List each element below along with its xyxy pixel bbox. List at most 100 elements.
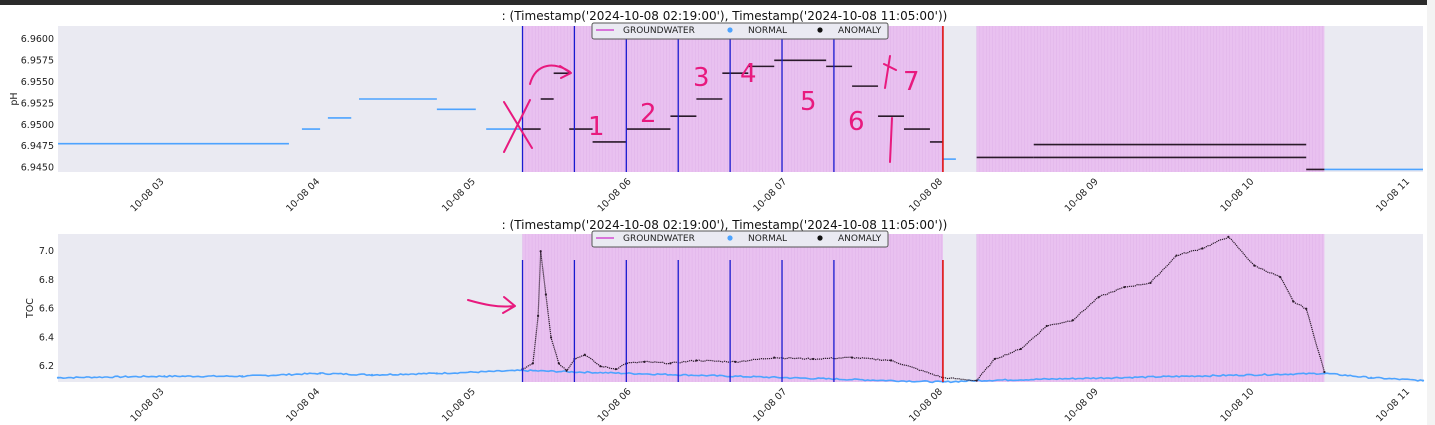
- normal-point: [319, 372, 322, 375]
- y-tick-label: 6.2: [39, 361, 54, 372]
- ph-legend-normal: NORMAL: [748, 26, 787, 36]
- annotation-divider-marks: [883, 55, 897, 163]
- y-tick-label: 6.4: [39, 332, 54, 343]
- anomaly-point: [1149, 281, 1152, 284]
- y-tick-label: 6.8: [39, 275, 54, 286]
- ph-legend-normal-swatch: [727, 27, 733, 33]
- x-tick-label: 10-08 04: [284, 386, 322, 424]
- ph-chart-title: : (Timestamp('2024-10-08 02:19:00'), Tim…: [502, 9, 948, 23]
- y-tick-label: 6.6: [39, 304, 54, 315]
- toc-chart-title: : (Timestamp('2024-10-08 02:19:00'), Tim…: [502, 218, 948, 232]
- normal-point: [435, 372, 438, 375]
- x-tick-label: 10-08 09: [1063, 176, 1101, 214]
- anomaly-point: [643, 360, 646, 363]
- toc-y-ticks: 6.2 6.4 6.6 6.8 7.0: [39, 246, 54, 372]
- groundwater-band: [522, 26, 943, 172]
- anomaly-point: [1123, 286, 1126, 289]
- anomaly-point: [889, 359, 893, 362]
- groundwater-band: [976, 234, 1325, 382]
- anomaly-point: [1175, 254, 1178, 257]
- ph-y-ticks: 6.9450 6.9475 6.9500 6.9525 6.9550 6.9575 6.96…: [21, 34, 54, 174]
- anomaly-point: [993, 357, 996, 361]
- anomaly-point: [539, 250, 542, 253]
- annotation-label-1: 1: [588, 112, 605, 142]
- x-tick-label: 10-08 08: [907, 176, 945, 214]
- anomaly-point: [695, 359, 698, 362]
- toc-y-axis-label: TOC: [25, 298, 36, 319]
- anomaly-point: [773, 356, 776, 359]
- normal-point: [56, 376, 60, 379]
- ph-legend-anomaly: ANOMALY: [838, 26, 882, 36]
- x-tick-label: 10-08 09: [1063, 386, 1101, 424]
- annotation-label-2: 2: [640, 99, 657, 129]
- anomaly-point: [812, 357, 815, 361]
- annotation-x-mark: [503, 99, 533, 153]
- toc-groundwater-bands: [522, 234, 1325, 382]
- anomaly-point: [1071, 319, 1074, 322]
- toc-legend: GROUNDWATER NORMAL ANOMALY: [591, 230, 889, 248]
- x-tick-label: 10-08 04: [284, 176, 322, 214]
- normal-point: [241, 375, 244, 378]
- toc-legend-groundwater: GROUNDWATER: [623, 234, 695, 244]
- annotation-arrow-toc: [467, 296, 516, 314]
- normal-point: [1421, 379, 1425, 382]
- anomaly-point: [1097, 296, 1100, 299]
- toc-points: [56, 235, 1425, 384]
- y-tick-label: 6.9500: [21, 120, 54, 131]
- toc-vertical-lines: [521, 260, 944, 382]
- toc-legend-anomaly-swatch: [817, 235, 823, 241]
- anomaly-point: [614, 367, 618, 371]
- anomaly-point: [1019, 347, 1022, 351]
- ph-chart: 6.9450 6.9475 6.9500 6.9525 6.9550 6.9575 6.96…: [9, 9, 1423, 214]
- window-top-bar: [0, 0, 1435, 5]
- ph-x-ticks: 10-08 03 10-08 04 10-08 05 10-08 06 10-08 07…: [129, 176, 1413, 214]
- anomaly-point: [565, 369, 568, 372]
- anomaly-point: [734, 360, 737, 363]
- anomaly-point: [531, 362, 534, 365]
- ph-legend: GROUNDWATER NORMAL ANOMALY: [591, 22, 889, 40]
- x-tick-label: 10-08 06: [596, 176, 634, 214]
- anomaly-point: [557, 362, 560, 365]
- toc-chart: 6.2 6.4 6.6 6.8 7.0 10-08 03 10-08 04 10-08 05…: [25, 218, 1425, 424]
- x-tick-label: 10-08 08: [907, 386, 945, 424]
- anomaly-point: [975, 379, 978, 382]
- annotation-label-6: 6: [848, 107, 865, 137]
- ph-y-axis-label: pH: [9, 92, 20, 105]
- ph-legend-groundwater: GROUNDWATER: [623, 26, 695, 36]
- handwritten-annotations: 1 2 3 4 5 6 7 X: [467, 55, 920, 314]
- y-tick-label: 6.9575: [21, 55, 54, 66]
- x-tick-label: 10-08 06: [596, 386, 634, 424]
- ph-vertical-lines: [521, 26, 944, 172]
- normal-point: [163, 375, 166, 378]
- toc-legend-normal-swatch: [727, 235, 733, 241]
- x-tick-label: 10-08 05: [440, 176, 478, 214]
- ph-legend-box: [591, 22, 889, 40]
- x-tick-label: 10-08 03: [129, 386, 167, 424]
- groundwater-band: [976, 26, 1325, 172]
- x-tick-label: 10-08 07: [751, 386, 789, 424]
- x-tick-label: 10-08 03: [129, 176, 167, 214]
- x-tick-label: 10-08 11: [1374, 176, 1412, 214]
- y-tick-label: 7.0: [39, 246, 54, 257]
- anomaly-point: [669, 362, 672, 365]
- anomaly-point: [1279, 276, 1282, 279]
- anomaly-series-trace: [522, 236, 1325, 382]
- annotation-label-3: 3: [693, 63, 710, 93]
- x-tick-label: 10-08 10: [1218, 386, 1256, 424]
- x-tick-label: 10-08 05: [440, 386, 478, 424]
- toc-x-ticks: 10-08 03 10-08 04 10-08 05 10-08 06 10-08 07…: [129, 386, 1413, 424]
- anomaly-point: [1253, 264, 1256, 267]
- normal-point: [370, 373, 374, 376]
- anomaly-point: [536, 314, 540, 318]
- annotation-arrow-top: [529, 64, 572, 85]
- x-tick-label: 10-08 07: [751, 176, 789, 214]
- y-tick-label: 6.9475: [21, 141, 54, 152]
- anomaly-point: [1227, 235, 1230, 238]
- anomaly-point: [1201, 247, 1204, 250]
- anomaly-point: [544, 293, 547, 296]
- normal-point: [1369, 376, 1373, 379]
- y-tick-label: 6.9450: [21, 163, 54, 174]
- normal-series-trace: [57, 369, 1424, 384]
- toc-legend-box: [591, 230, 889, 248]
